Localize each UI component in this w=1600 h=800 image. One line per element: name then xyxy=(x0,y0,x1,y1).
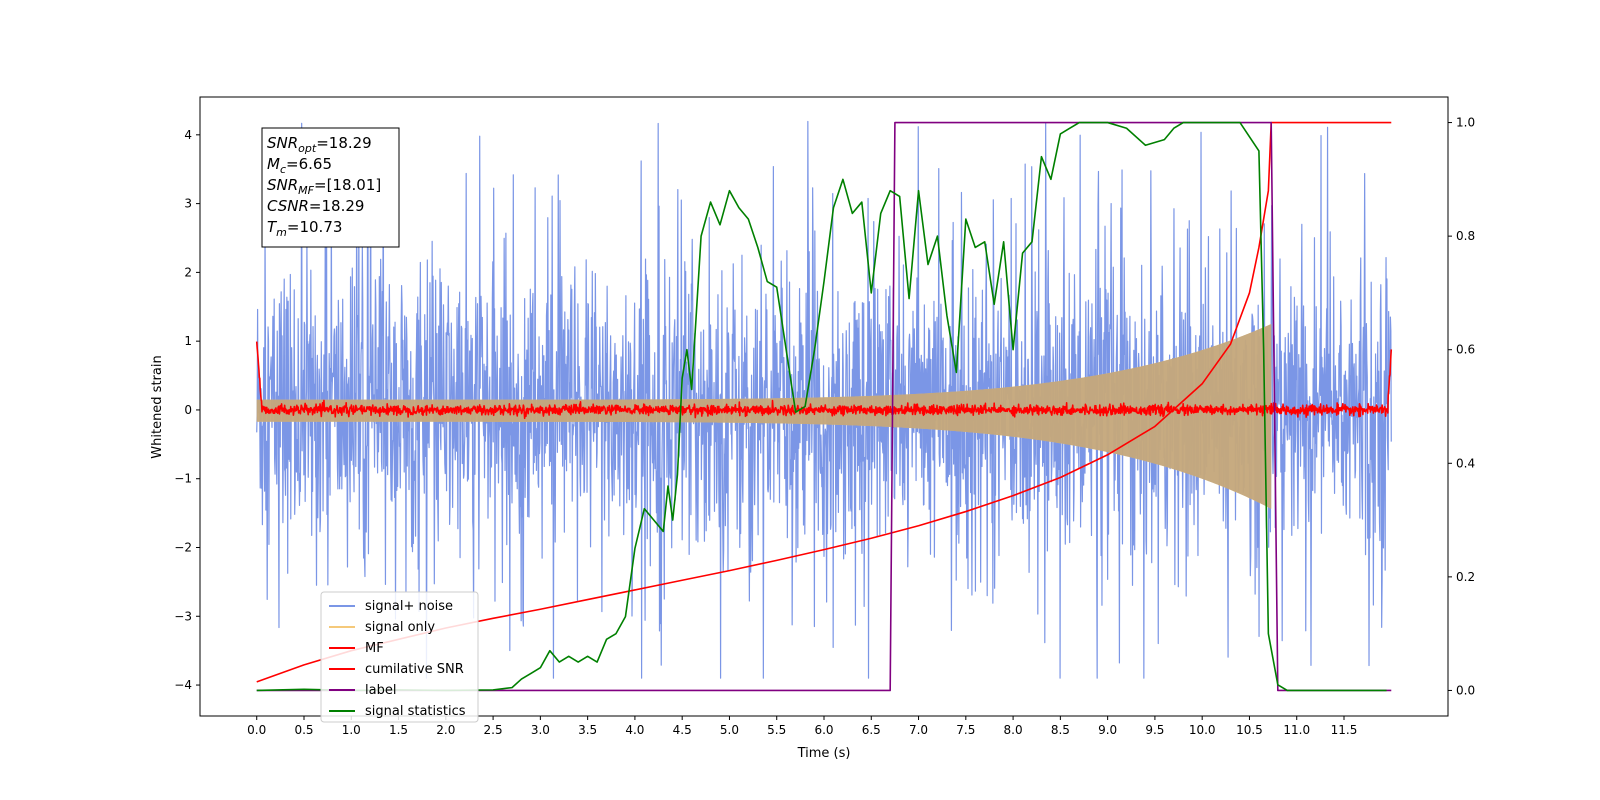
y-tick-label: 3 xyxy=(184,197,192,211)
series-mf xyxy=(255,341,1393,420)
legend: signal+ noise signal only MF cumilative SNR… xyxy=(320,591,479,723)
legend-frame xyxy=(320,591,479,723)
x-tick-label: 8.0 xyxy=(1004,723,1023,737)
y-tick-label: −2 xyxy=(174,540,192,554)
y2-tick-label: 0.8 xyxy=(1456,229,1475,243)
series-line xyxy=(255,341,1393,420)
x-tick-label: 2.5 xyxy=(484,723,503,737)
x-tick-label: 6.0 xyxy=(814,723,833,737)
y-axis-left: −4 −3 −2 −1 0 1 2 3 4 xyxy=(174,128,200,692)
series-line xyxy=(256,121,1387,692)
x-tick-label: 5.5 xyxy=(767,723,786,737)
legend-label: signal+ noise xyxy=(365,599,453,614)
annotation-line: Mc=6.65 xyxy=(267,155,332,176)
x-tick-label: 10.5 xyxy=(1236,723,1263,737)
x-tick-label: 8.5 xyxy=(1051,723,1070,737)
y-axis-right: 0.0 0.2 0.4 0.6 0.8 1.0 xyxy=(1448,116,1475,697)
x-tick-label: 11.5 xyxy=(1331,723,1358,737)
x-tick-label: 6.5 xyxy=(862,723,881,737)
annotation-line: CSNR=18.29 xyxy=(267,197,364,215)
annotation-line: SNRopt=18.29 xyxy=(267,134,372,155)
series-signal-only xyxy=(256,323,1272,509)
x-tick-label: 9.5 xyxy=(1145,723,1164,737)
y-tick-label: −1 xyxy=(174,472,192,486)
stats-annotation: SNRopt=18.29Mc=6.65SNRMF=[18.01]CSNR=18.… xyxy=(261,127,400,248)
legend-label: MF xyxy=(365,641,384,656)
x-tick-label: 1.5 xyxy=(389,723,408,737)
y-tick-label: 1 xyxy=(184,334,192,348)
y2-tick-label: 0.4 xyxy=(1456,456,1475,470)
y2-tick-label: 1.0 xyxy=(1456,116,1475,130)
y2-tick-label: 0.2 xyxy=(1456,570,1475,584)
x-tick-label: 3.0 xyxy=(531,723,550,737)
y-tick-label: −4 xyxy=(174,678,192,692)
x-axis: 0.0 0.5 1.0 1.5 2.0 2.5 3.0 3.5 4.0 4.5 5.0 5.5 6.0 6… xyxy=(247,716,1357,737)
x-tick-label: 0.0 xyxy=(247,723,266,737)
annotation-frame xyxy=(261,127,400,248)
x-tick-label: 9.0 xyxy=(1098,723,1117,737)
y-tick-label: −3 xyxy=(174,609,192,623)
y-axis-label: Whitened strain xyxy=(150,355,165,458)
legend-label: label xyxy=(365,683,396,698)
series-overlap xyxy=(256,323,1272,509)
y-tick-label: 2 xyxy=(184,265,192,279)
x-tick-label: 5.0 xyxy=(720,723,739,737)
y2-tick-label: 0.6 xyxy=(1456,343,1475,357)
x-tick-label: 1.0 xyxy=(342,723,361,737)
x-tick-label: 3.5 xyxy=(578,723,597,737)
legend-label: signal only xyxy=(365,620,435,635)
legend-label: signal statistics xyxy=(365,704,466,719)
x-tick-label: 4.0 xyxy=(625,723,644,737)
x-tick-label: 11.0 xyxy=(1283,723,1310,737)
x-axis-label: Time (s) xyxy=(797,746,851,761)
x-tick-label: 0.5 xyxy=(294,723,313,737)
annotation-line: Tm=10.73 xyxy=(267,218,342,239)
x-tick-label: 4.5 xyxy=(673,723,692,737)
annotation-line: SNRMF=[18.01] xyxy=(267,176,381,197)
series-signal-statistics xyxy=(256,121,1387,692)
x-tick-label: 7.5 xyxy=(956,723,975,737)
x-tick-label: 10.0 xyxy=(1189,723,1216,737)
legend-label: cumilative SNR xyxy=(365,662,464,677)
x-tick-label: 7.0 xyxy=(909,723,928,737)
y2-tick-label: 0.0 xyxy=(1456,683,1475,697)
y-tick-label: 0 xyxy=(184,403,192,417)
y-tick-label: 4 xyxy=(184,128,192,142)
x-tick-label: 2.0 xyxy=(436,723,455,737)
